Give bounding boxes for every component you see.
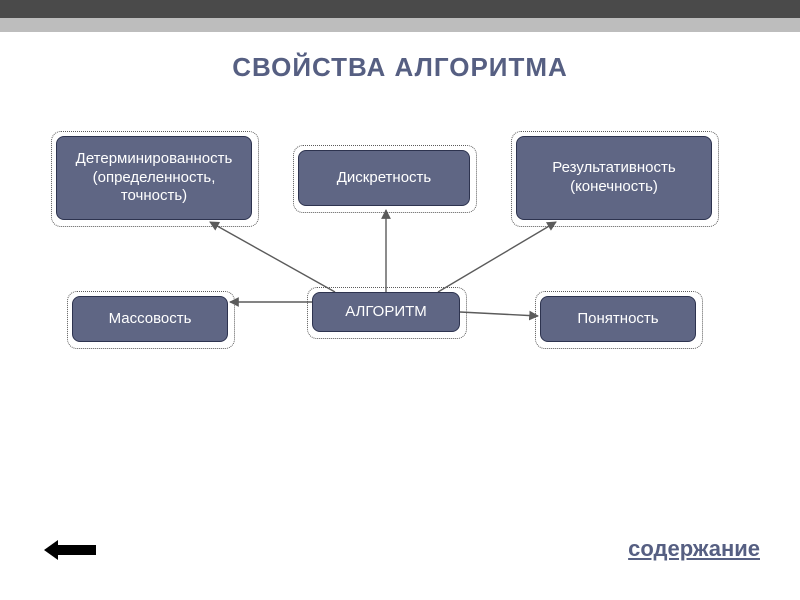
topbar-light — [0, 18, 800, 32]
node-algorithm: АЛГОРИТМ — [312, 292, 460, 332]
node-label: АЛГОРИТМ — [345, 303, 427, 322]
node-label: Результативность (конечность) — [525, 159, 703, 197]
node-clarity: Понятность — [540, 296, 696, 342]
node-label: Понятность — [577, 310, 658, 329]
back-arrow-button[interactable] — [44, 540, 96, 560]
slide-frame: СВОЙСТВА АЛГОРИТМА Детерминированность (… — [0, 0, 800, 600]
node-mass: Массовость — [72, 296, 228, 342]
node-label: Детерминированность (определенность, точ… — [65, 150, 243, 206]
node-label: Дискретность — [337, 169, 431, 188]
contents-link[interactable]: содержание — [628, 536, 760, 562]
node-result: Результативность (конечность) — [516, 136, 712, 220]
node-label: Массовость — [109, 310, 192, 329]
page-title: СВОЙСТВА АЛГОРИТМА — [0, 52, 800, 83]
node-determinism: Детерминированность (определенность, точ… — [56, 136, 252, 220]
node-discreteness: Дискретность — [298, 150, 470, 206]
topbar-dark — [0, 0, 800, 18]
